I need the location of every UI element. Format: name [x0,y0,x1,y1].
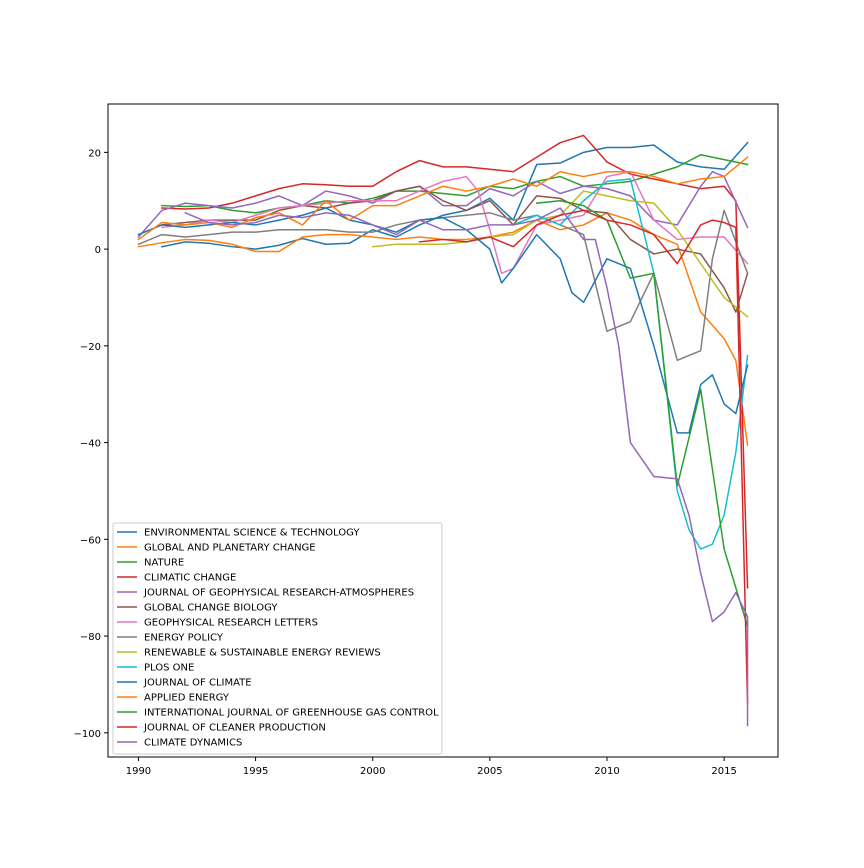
series-lines [137,134,749,727]
x-tick-label: 2010 [594,766,619,777]
plot-frame [107,103,779,758]
series-line-12 [137,156,749,241]
legend-label: INTERNATIONAL JOURNAL OF GREENHOUSE GAS … [144,708,439,719]
series-line-9 [371,190,749,318]
y-tick-label: 0 [95,245,101,256]
legend-label: JOURNAL OF CLIMATE [143,678,252,689]
series-line-4 [161,134,749,589]
legend-label: JOURNAL OF GEOPHYSICAL RESEARCH-ATMOSPHE… [143,588,414,599]
x-tick-label: 2000 [360,766,385,777]
series-line-15 [184,207,749,727]
x-tick-label: 2005 [477,766,502,777]
series-line-7 [161,170,749,275]
legend-label: ENERGY POLICY [144,633,224,644]
x-tick-label: 1995 [243,766,268,777]
legend-box [112,522,443,755]
y-tick-label: −80 [80,632,101,643]
x-axis: 1990 1995 2000 2005 2010 2015 [126,757,737,777]
series-line-2 [137,212,749,446]
legend-label: RENEWABLE & SUSTAINABLE ENERGY REVIEWS [144,648,381,659]
legend: ENVIRONMENTAL SCIENCE & TECHNOLOGY GLOBAL… [112,522,443,755]
legend-label: NATURE [144,558,184,569]
y-tick-label: −40 [80,439,101,450]
series-line-8 [137,209,749,362]
legend-label: ENVIRONMENTAL SCIENCE & TECHNOLOGY [144,528,360,539]
series-line-1 [160,141,749,250]
x-tick-label: 2015 [711,766,736,777]
y-axis: 20 0 −20 −40 −60 −80 −100 [74,148,108,740]
y-tick-label: −60 [80,535,101,546]
series-line-10 [512,178,749,550]
x-tick-label: 1990 [126,766,151,777]
y-tick-label: −100 [74,729,101,740]
legend-label: PLOS ONE [144,663,194,674]
legend-label: GEOPHYSICAL RESEARCH LETTERS [144,618,318,629]
series-line-13 [535,199,749,628]
y-tick-label: −20 [80,342,101,353]
series-line-6 [161,185,749,313]
legend-label: CLIMATE DYNAMICS [144,738,242,749]
legend-label: JOURNAL OF CLEANER PRODUCTION [143,723,326,734]
series-line-14 [418,209,749,705]
legend-label: GLOBAL CHANGE BIOLOGY [144,603,278,614]
y-tick-label: 20 [88,148,101,159]
series-line-11 [137,207,749,434]
legend-label: APPLIED ENERGY [144,693,230,704]
legend-label: GLOBAL AND PLANETARY CHANGE [144,543,316,554]
legend-label: CLIMATIC CHANGE [144,573,236,584]
